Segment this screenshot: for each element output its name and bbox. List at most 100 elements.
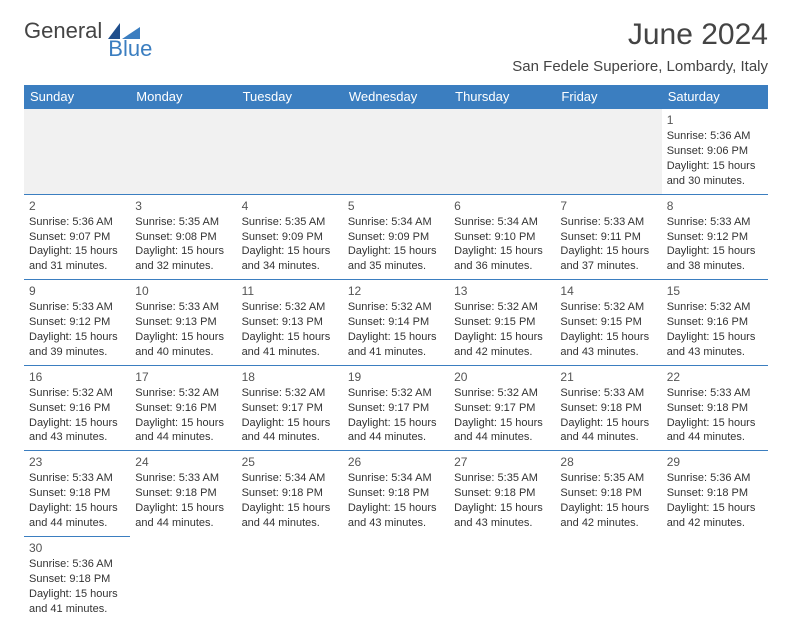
calendar-cell xyxy=(130,109,236,195)
cell-text: Daylight: 15 hours xyxy=(242,501,338,516)
calendar-cell xyxy=(237,536,343,621)
calendar-cell: 15Sunrise: 5:32 AMSunset: 9:16 PMDayligh… xyxy=(662,280,768,366)
cell-text: Sunrise: 5:32 AM xyxy=(348,300,444,315)
cell-text: and 37 minutes. xyxy=(560,259,656,274)
cell-text: Sunrise: 5:33 AM xyxy=(560,386,656,401)
cell-text: Daylight: 15 hours xyxy=(135,416,231,431)
day-number: 6 xyxy=(454,198,550,214)
cell-text: Sunrise: 5:32 AM xyxy=(242,386,338,401)
day-number: 29 xyxy=(667,454,763,470)
cell-text: and 41 minutes. xyxy=(348,345,444,360)
logo-text-part1: General xyxy=(24,18,102,44)
calendar-cell: 13Sunrise: 5:32 AMSunset: 9:15 PMDayligh… xyxy=(449,280,555,366)
cell-text: Sunrise: 5:35 AM xyxy=(135,215,231,230)
cell-text: Sunset: 9:17 PM xyxy=(348,401,444,416)
day-number: 16 xyxy=(29,369,125,385)
cell-text: Sunset: 9:18 PM xyxy=(242,486,338,501)
day-number: 25 xyxy=(242,454,338,470)
cell-text: Daylight: 15 hours xyxy=(560,330,656,345)
cell-text: Daylight: 15 hours xyxy=(135,330,231,345)
cell-text: and 43 minutes. xyxy=(454,516,550,531)
calendar-cell: 17Sunrise: 5:32 AMSunset: 9:16 PMDayligh… xyxy=(130,365,236,451)
cell-text: Daylight: 15 hours xyxy=(348,244,444,259)
cell-text: Sunset: 9:17 PM xyxy=(242,401,338,416)
cell-text: Sunrise: 5:32 AM xyxy=(454,300,550,315)
cell-text: Sunset: 9:18 PM xyxy=(135,486,231,501)
cell-text: and 44 minutes. xyxy=(560,430,656,445)
cell-text: and 35 minutes. xyxy=(348,259,444,274)
cell-text: Sunrise: 5:35 AM xyxy=(242,215,338,230)
cell-text: Daylight: 15 hours xyxy=(29,244,125,259)
cell-text: Sunset: 9:09 PM xyxy=(242,230,338,245)
cell-text: Daylight: 15 hours xyxy=(29,587,125,602)
calendar-cell xyxy=(130,536,236,621)
calendar-cell: 11Sunrise: 5:32 AMSunset: 9:13 PMDayligh… xyxy=(237,280,343,366)
day-header: Wednesday xyxy=(343,85,449,109)
day-header: Thursday xyxy=(449,85,555,109)
day-number: 20 xyxy=(454,369,550,385)
day-number: 3 xyxy=(135,198,231,214)
cell-text: Sunset: 9:09 PM xyxy=(348,230,444,245)
day-number: 27 xyxy=(454,454,550,470)
cell-text: Daylight: 15 hours xyxy=(454,244,550,259)
cell-text: Sunrise: 5:35 AM xyxy=(454,471,550,486)
day-header: Tuesday xyxy=(237,85,343,109)
cell-text: and 39 minutes. xyxy=(29,345,125,360)
cell-text: Daylight: 15 hours xyxy=(667,159,763,174)
cell-text: Sunset: 9:17 PM xyxy=(454,401,550,416)
calendar-cell xyxy=(343,109,449,195)
cell-text: Sunset: 9:13 PM xyxy=(135,315,231,330)
cell-text: and 38 minutes. xyxy=(667,259,763,274)
cell-text: Sunrise: 5:34 AM xyxy=(348,215,444,230)
cell-text: Sunset: 9:16 PM xyxy=(135,401,231,416)
cell-text: and 44 minutes. xyxy=(135,516,231,531)
calendar-cell: 23Sunrise: 5:33 AMSunset: 9:18 PMDayligh… xyxy=(24,451,130,537)
cell-text: Daylight: 15 hours xyxy=(29,501,125,516)
cell-text: and 43 minutes. xyxy=(560,345,656,360)
day-number: 28 xyxy=(560,454,656,470)
calendar-cell: 20Sunrise: 5:32 AMSunset: 9:17 PMDayligh… xyxy=(449,365,555,451)
cell-text: Sunrise: 5:32 AM xyxy=(560,300,656,315)
day-number: 10 xyxy=(135,283,231,299)
day-number: 15 xyxy=(667,283,763,299)
cell-text: and 44 minutes. xyxy=(667,430,763,445)
day-header: Friday xyxy=(555,85,661,109)
calendar-row: 9Sunrise: 5:33 AMSunset: 9:12 PMDaylight… xyxy=(24,280,768,366)
day-number: 17 xyxy=(135,369,231,385)
day-number: 4 xyxy=(242,198,338,214)
cell-text: and 43 minutes. xyxy=(29,430,125,445)
cell-text: Sunset: 9:16 PM xyxy=(29,401,125,416)
cell-text: Sunset: 9:06 PM xyxy=(667,144,763,159)
calendar-cell xyxy=(343,536,449,621)
day-number: 9 xyxy=(29,283,125,299)
cell-text: and 42 minutes. xyxy=(667,516,763,531)
day-number: 5 xyxy=(348,198,444,214)
cell-text: Sunrise: 5:32 AM xyxy=(667,300,763,315)
cell-text: Sunset: 9:13 PM xyxy=(242,315,338,330)
day-number: 24 xyxy=(135,454,231,470)
cell-text: Daylight: 15 hours xyxy=(242,244,338,259)
calendar-cell: 24Sunrise: 5:33 AMSunset: 9:18 PMDayligh… xyxy=(130,451,236,537)
cell-text: Sunset: 9:18 PM xyxy=(667,401,763,416)
day-number: 23 xyxy=(29,454,125,470)
cell-text: Daylight: 15 hours xyxy=(29,330,125,345)
cell-text: and 40 minutes. xyxy=(135,345,231,360)
cell-text: Daylight: 15 hours xyxy=(667,330,763,345)
cell-text: Sunrise: 5:36 AM xyxy=(667,129,763,144)
cell-text: Sunrise: 5:33 AM xyxy=(667,215,763,230)
cell-text: Sunrise: 5:33 AM xyxy=(135,300,231,315)
cell-text: Sunset: 9:15 PM xyxy=(454,315,550,330)
logo-text-part2: Blue xyxy=(108,36,152,62)
day-number: 8 xyxy=(667,198,763,214)
calendar-cell xyxy=(237,109,343,195)
day-number: 19 xyxy=(348,369,444,385)
logo: General Blue xyxy=(24,18,152,44)
cell-text: Daylight: 15 hours xyxy=(454,330,550,345)
cell-text: Sunset: 9:18 PM xyxy=(667,486,763,501)
cell-text: Sunset: 9:07 PM xyxy=(29,230,125,245)
cell-text: Daylight: 15 hours xyxy=(667,501,763,516)
calendar-row: 1Sunrise: 5:36 AMSunset: 9:06 PMDaylight… xyxy=(24,109,768,195)
cell-text: Daylight: 15 hours xyxy=(29,416,125,431)
day-header: Saturday xyxy=(662,85,768,109)
cell-text: Sunset: 9:18 PM xyxy=(29,486,125,501)
